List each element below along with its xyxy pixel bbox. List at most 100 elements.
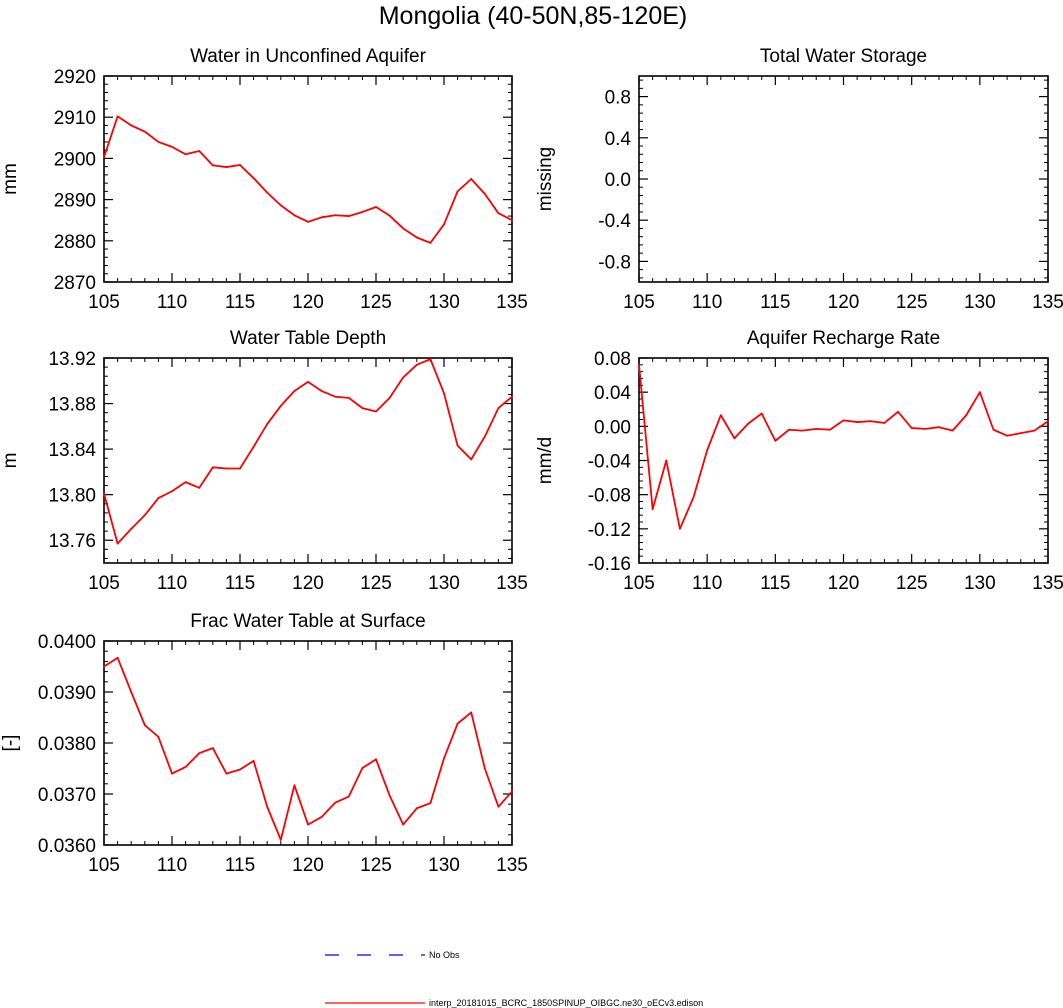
series-line — [103, 115, 513, 244]
data-point — [279, 204, 282, 207]
data-point — [938, 426, 940, 429]
data-point — [429, 802, 432, 805]
y-tick-label: -0.04 — [588, 452, 632, 473]
data-point — [706, 449, 709, 452]
data-point — [307, 381, 309, 383]
x-tick-label: 120 — [292, 573, 324, 594]
data-point — [279, 404, 282, 407]
data-point — [443, 223, 445, 226]
y-tick-label: 0.0390 — [38, 683, 96, 704]
data-point — [470, 711, 473, 714]
data-point — [497, 407, 500, 410]
data-point — [375, 758, 377, 761]
data-point — [198, 150, 201, 152]
data-point — [978, 391, 981, 394]
data-point — [293, 390, 296, 392]
chart-aquifer-recharge-rate: Aquifer Recharge Rate mm/d 105 110 115 120 125… — [535, 328, 1063, 594]
data-point — [103, 492, 105, 495]
legend-obs-label: No Obs — [429, 950, 460, 960]
x-tick-label: 130 — [964, 573, 996, 594]
data-point — [239, 467, 241, 470]
data-point — [184, 153, 187, 156]
data-point — [307, 823, 309, 826]
data-point — [266, 805, 269, 808]
data-point — [511, 219, 513, 222]
data-point — [511, 395, 513, 398]
data-point — [842, 419, 845, 422]
data-point — [252, 759, 255, 762]
data-point — [320, 216, 323, 219]
data-point — [143, 724, 146, 727]
data-point — [951, 429, 954, 432]
data-point — [307, 220, 309, 223]
y-axis-label: m — [0, 453, 21, 469]
data-point — [157, 141, 160, 143]
y-tick-label: 0.4 — [605, 129, 632, 150]
x-tick-label: 115 — [225, 292, 255, 313]
data-point — [266, 191, 269, 194]
data-point — [184, 766, 187, 768]
data-point — [415, 236, 418, 239]
y-axis-label: mm/d — [535, 437, 556, 485]
data-point — [103, 156, 105, 159]
x-tick-label: 130 — [428, 573, 460, 594]
x-tick-label: 135 — [496, 573, 528, 594]
data-point — [402, 376, 405, 379]
x-tick-label: 115 — [760, 292, 790, 313]
data-point — [429, 241, 432, 244]
data-point — [116, 115, 119, 118]
x-tick-label: 110 — [157, 573, 187, 594]
y-tick-label: 13.80 — [48, 486, 96, 507]
data-point — [965, 414, 968, 417]
y-tick-label: 0.8 — [605, 88, 631, 109]
chart-title: Total Water Storage — [760, 46, 927, 67]
y-tick-label: 2880 — [54, 232, 96, 253]
x-tick-label: 125 — [360, 573, 392, 594]
y-tick-label: 2900 — [54, 149, 96, 170]
x-tick-label: 115 — [225, 573, 255, 594]
data-point — [651, 508, 654, 511]
chart-title: Water in Unconfined Aquifer — [190, 46, 427, 67]
data-point — [171, 490, 173, 493]
y-axis-label: mm — [0, 163, 21, 195]
data-point — [130, 124, 133, 127]
data-point — [692, 496, 695, 499]
data-point — [334, 801, 337, 804]
data-point — [483, 192, 486, 195]
data-point — [897, 410, 899, 413]
data-point — [143, 130, 146, 133]
x-tick-label: 125 — [896, 573, 928, 594]
data-point — [665, 459, 668, 462]
data-point — [211, 747, 214, 749]
data-point — [828, 428, 831, 431]
y-tick-label: -0.8 — [598, 252, 631, 273]
data-point — [883, 422, 886, 424]
legend: No Obs interp_20181015_BCRC_1850SPINUP_O… — [325, 950, 703, 1008]
plot-frame — [638, 357, 1049, 564]
data-point — [143, 514, 146, 517]
data-point — [198, 752, 201, 755]
data-point — [347, 396, 350, 399]
data-point — [497, 805, 500, 808]
data-point — [733, 437, 736, 440]
data-point — [429, 358, 432, 361]
y-tick-label: 2920 — [54, 67, 96, 88]
y-tick-label: 0.0 — [605, 170, 631, 191]
data-point — [171, 772, 173, 775]
chart-total-water-storage: Total Water Storage missing 105 110 115 120 12… — [535, 46, 1063, 313]
plot-frame — [103, 357, 513, 564]
x-tick-label: 135 — [1032, 292, 1063, 313]
x-tick-label: 110 — [692, 292, 722, 313]
data-point — [320, 390, 323, 392]
data-point — [171, 145, 173, 148]
data-point — [1019, 432, 1022, 435]
y-tick-label: 0.0380 — [38, 734, 96, 755]
data-point — [239, 768, 241, 771]
chart-title: Water Table Depth — [230, 328, 386, 349]
chart-title: Frac Water Table at Surface — [190, 611, 426, 632]
data-point — [157, 735, 160, 738]
y-tick-label: -0.16 — [588, 554, 631, 575]
data-point — [910, 427, 913, 429]
data-point — [402, 227, 405, 230]
